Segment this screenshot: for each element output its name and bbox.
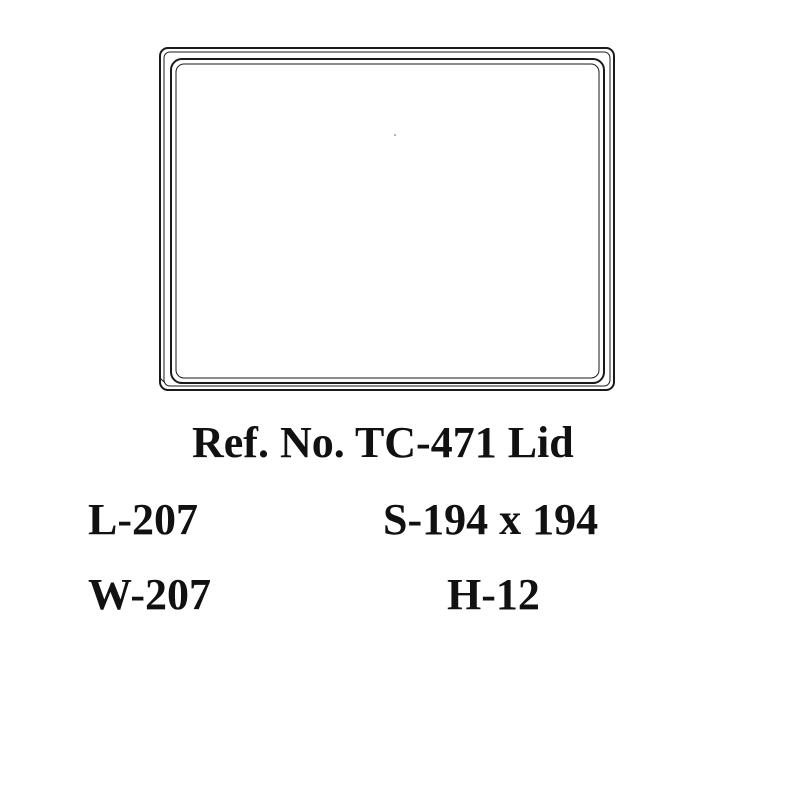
lid-center-mark [394,134,396,136]
size-dimension: S-194 x 194 [383,495,599,544]
lid-outer-edge [159,47,615,391]
width-dimension: W-207 [88,570,212,619]
length-dimension: L-207 [88,495,198,544]
lid-corner-notch [159,377,165,383]
lid-outer-edge-inner-line [163,51,611,387]
lid-inner-rim [170,58,605,384]
height-dimension: H-12 [447,570,540,619]
product-reference-title: Ref. No. TC-471 Lid [192,418,574,467]
lid-inner-rim-inner-line [175,63,600,379]
